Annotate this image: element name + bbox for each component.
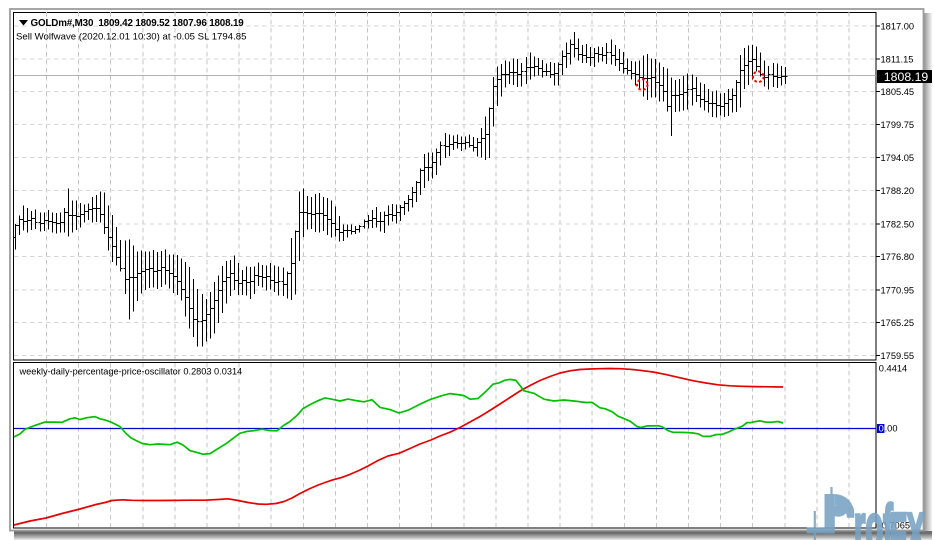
svg-text:1808.19: 1808.19 (884, 70, 929, 84)
svg-text:Sell Wolfwave (2020.12.01 10:3: Sell Wolfwave (2020.12.01 10:30) at -0.0… (16, 31, 246, 42)
svg-text:-0.7065: -0.7065 (879, 521, 911, 531)
svg-text:1788.20: 1788.20 (881, 186, 915, 196)
svg-text:1765.25: 1765.25 (881, 318, 915, 328)
svg-text:GOLDm#,M30 1809.42 1809.52 18: GOLDm#,M30 1809.42 1809.52 1807.96 1808.… (31, 18, 245, 29)
svg-text:1799.75: 1799.75 (881, 120, 915, 130)
svg-text:1770.95: 1770.95 (881, 286, 915, 296)
svg-text:weekly-daily-percentage-price-: weekly-daily-percentage-price-oscillator… (19, 367, 243, 377)
svg-text:1782.50: 1782.50 (881, 220, 915, 230)
svg-text:1805.45: 1805.45 (881, 87, 915, 97)
svg-text:0: 0 (879, 423, 884, 433)
svg-text:1794.05: 1794.05 (881, 153, 915, 163)
svg-text:0.4414: 0.4414 (879, 364, 907, 374)
svg-text:.00: .00 (885, 423, 898, 433)
svg-text:1776.80: 1776.80 (881, 252, 915, 262)
svg-text:1817.00: 1817.00 (881, 22, 915, 32)
svg-text:1759.55: 1759.55 (881, 351, 915, 361)
svg-text:1811.15: 1811.15 (881, 55, 914, 65)
